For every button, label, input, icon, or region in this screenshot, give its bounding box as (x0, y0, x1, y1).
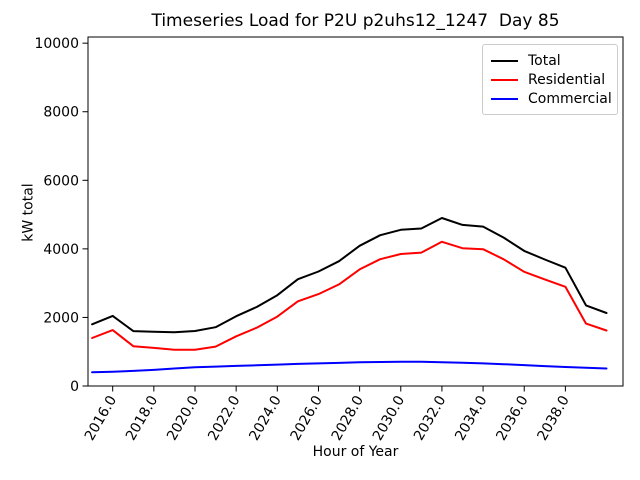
x-tick-label: 2016.0 (82, 393, 120, 443)
y-tick-label: 2000 (43, 310, 79, 326)
x-tick-label: 2026.0 (288, 393, 326, 443)
plot-area (87, 36, 624, 387)
series-line-residential (91, 240, 608, 351)
legend-label-residential: Residential (528, 72, 606, 88)
y-tick-label: 8000 (43, 105, 79, 121)
legend: Total Residential Commercial (482, 44, 618, 115)
legend-item-residential: Residential (491, 71, 609, 89)
legend-label-commercial: Commercial (528, 91, 612, 107)
x-tick-label: 2036.0 (493, 393, 531, 443)
legend-item-commercial: Commercial (491, 90, 612, 108)
y-tick-label: 6000 (43, 173, 79, 189)
chart-title: Timeseries Load for P2U p2uhs12_1247 Day… (151, 11, 560, 31)
x-tick-label: 2030.0 (370, 393, 408, 443)
x-tick-label: 2020.0 (164, 393, 202, 443)
x-axis-label: Hour of Year (312, 444, 399, 460)
legend-item-total: Total (491, 52, 609, 70)
residential-line-swatch (491, 79, 518, 81)
x-tick-label: 2024.0 (246, 393, 284, 443)
y-tick-label: 4000 (43, 242, 79, 258)
x-tick-label: 2028.0 (329, 393, 367, 443)
y-axis-label: kW total (20, 183, 37, 242)
commercial-line-swatch (491, 98, 518, 100)
x-tick-label: 2038.0 (534, 393, 572, 443)
x-tick-label: 2034.0 (452, 393, 490, 443)
series-line-commercial (91, 360, 608, 374)
series-line-total (91, 217, 608, 334)
legend-label-total: Total (528, 53, 561, 69)
y-tick-label: 0 (70, 379, 79, 395)
x-tick-label: 2032.0 (411, 393, 449, 443)
total-line-swatch (491, 60, 518, 62)
y-tick-label: 10000 (34, 36, 79, 52)
x-tick-label: 2018.0 (123, 393, 161, 443)
x-tick-label: 2022.0 (205, 393, 243, 443)
